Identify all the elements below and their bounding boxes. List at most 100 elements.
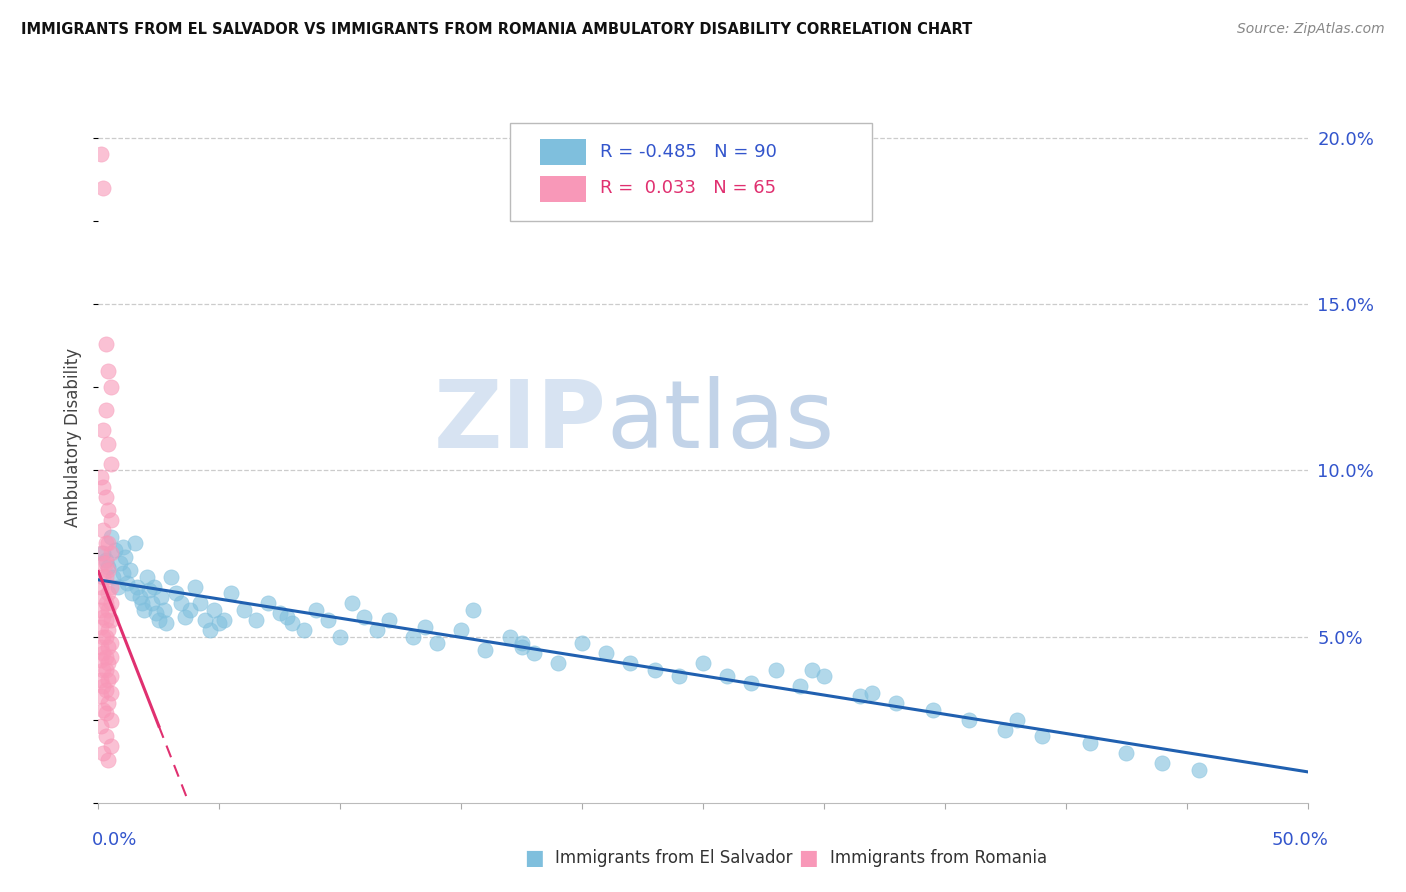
Point (571, 636, 593, 650)
Point (90, 690, 112, 704)
Point (100, 580, 122, 594)
Point (91, 424, 114, 438)
Point (97, 656, 120, 670)
Point (108, 557, 131, 571)
Point (104, 543, 127, 558)
Point (97, 363, 120, 377)
Point (450, 623, 472, 637)
Point (121, 586, 143, 600)
Point (100, 739, 122, 754)
Point (1115, 746, 1137, 760)
Point (377, 613, 399, 627)
Point (90, 546, 112, 560)
Point (107, 580, 129, 594)
Point (138, 582, 160, 597)
Point (198, 623, 221, 637)
Point (644, 663, 666, 677)
Point (90, 640, 112, 654)
Point (800, 663, 823, 677)
Point (208, 616, 231, 631)
Point (402, 630, 425, 644)
Point (194, 613, 217, 627)
Point (353, 609, 375, 624)
Point (957, 713, 980, 727)
Point (498, 630, 520, 644)
Point (1078, 736, 1101, 750)
Point (101, 570, 124, 584)
Point (94, 596, 117, 610)
Point (97, 536, 120, 550)
Point (91, 480, 114, 494)
Point (91, 680, 114, 694)
Point (740, 676, 762, 690)
Point (204, 603, 226, 617)
Point (342, 596, 364, 610)
Point (97, 436, 120, 450)
Point (329, 630, 352, 644)
Point (94, 557, 117, 571)
Text: ZIP: ZIP (433, 376, 606, 468)
Point (100, 613, 122, 627)
Point (90, 147, 112, 161)
Point (111, 540, 134, 554)
Point (94, 682, 117, 697)
Point (127, 580, 149, 594)
Point (152, 603, 174, 617)
Point (90, 580, 112, 594)
Point (91, 663, 114, 677)
Point (100, 457, 122, 471)
Point (97, 503, 120, 517)
Point (94, 613, 117, 627)
Point (150, 590, 173, 604)
Point (90, 673, 112, 687)
Point (91, 703, 114, 717)
Point (94, 706, 117, 720)
Point (90, 653, 112, 667)
Point (366, 623, 388, 637)
Point (100, 596, 122, 610)
FancyBboxPatch shape (540, 139, 586, 165)
Point (100, 636, 122, 650)
Text: Source: ZipAtlas.com: Source: ZipAtlas.com (1237, 22, 1385, 37)
Point (145, 607, 167, 621)
Point (91, 746, 114, 760)
Point (789, 680, 811, 694)
Point (474, 643, 496, 657)
FancyBboxPatch shape (509, 122, 872, 221)
Point (155, 616, 177, 631)
Point (256, 596, 278, 610)
Point (90, 470, 112, 484)
Point (100, 513, 122, 527)
Text: R = -0.485   N = 90: R = -0.485 N = 90 (600, 143, 778, 161)
Point (94, 337, 117, 351)
Point (91, 546, 114, 560)
Point (100, 649, 122, 664)
Point (765, 663, 787, 677)
Point (97, 673, 120, 687)
Point (281, 616, 304, 631)
Point (276, 609, 298, 624)
Point (91, 180, 114, 194)
Point (148, 613, 170, 627)
Point (547, 656, 569, 670)
Text: ■: ■ (799, 848, 818, 868)
Point (232, 603, 254, 617)
Point (135, 570, 157, 584)
Point (1152, 756, 1174, 770)
Point (1188, 763, 1211, 777)
Point (91, 557, 114, 571)
Point (111, 566, 134, 581)
Point (114, 549, 136, 564)
Point (91, 609, 114, 624)
Point (619, 656, 641, 670)
Point (1007, 713, 1029, 727)
Point (221, 586, 243, 600)
Point (1031, 729, 1053, 743)
Text: ■: ■ (524, 848, 544, 868)
Point (91, 646, 114, 660)
Point (90, 603, 112, 617)
Point (100, 686, 122, 700)
Point (94, 649, 117, 664)
Point (716, 669, 738, 683)
Point (97, 563, 120, 577)
